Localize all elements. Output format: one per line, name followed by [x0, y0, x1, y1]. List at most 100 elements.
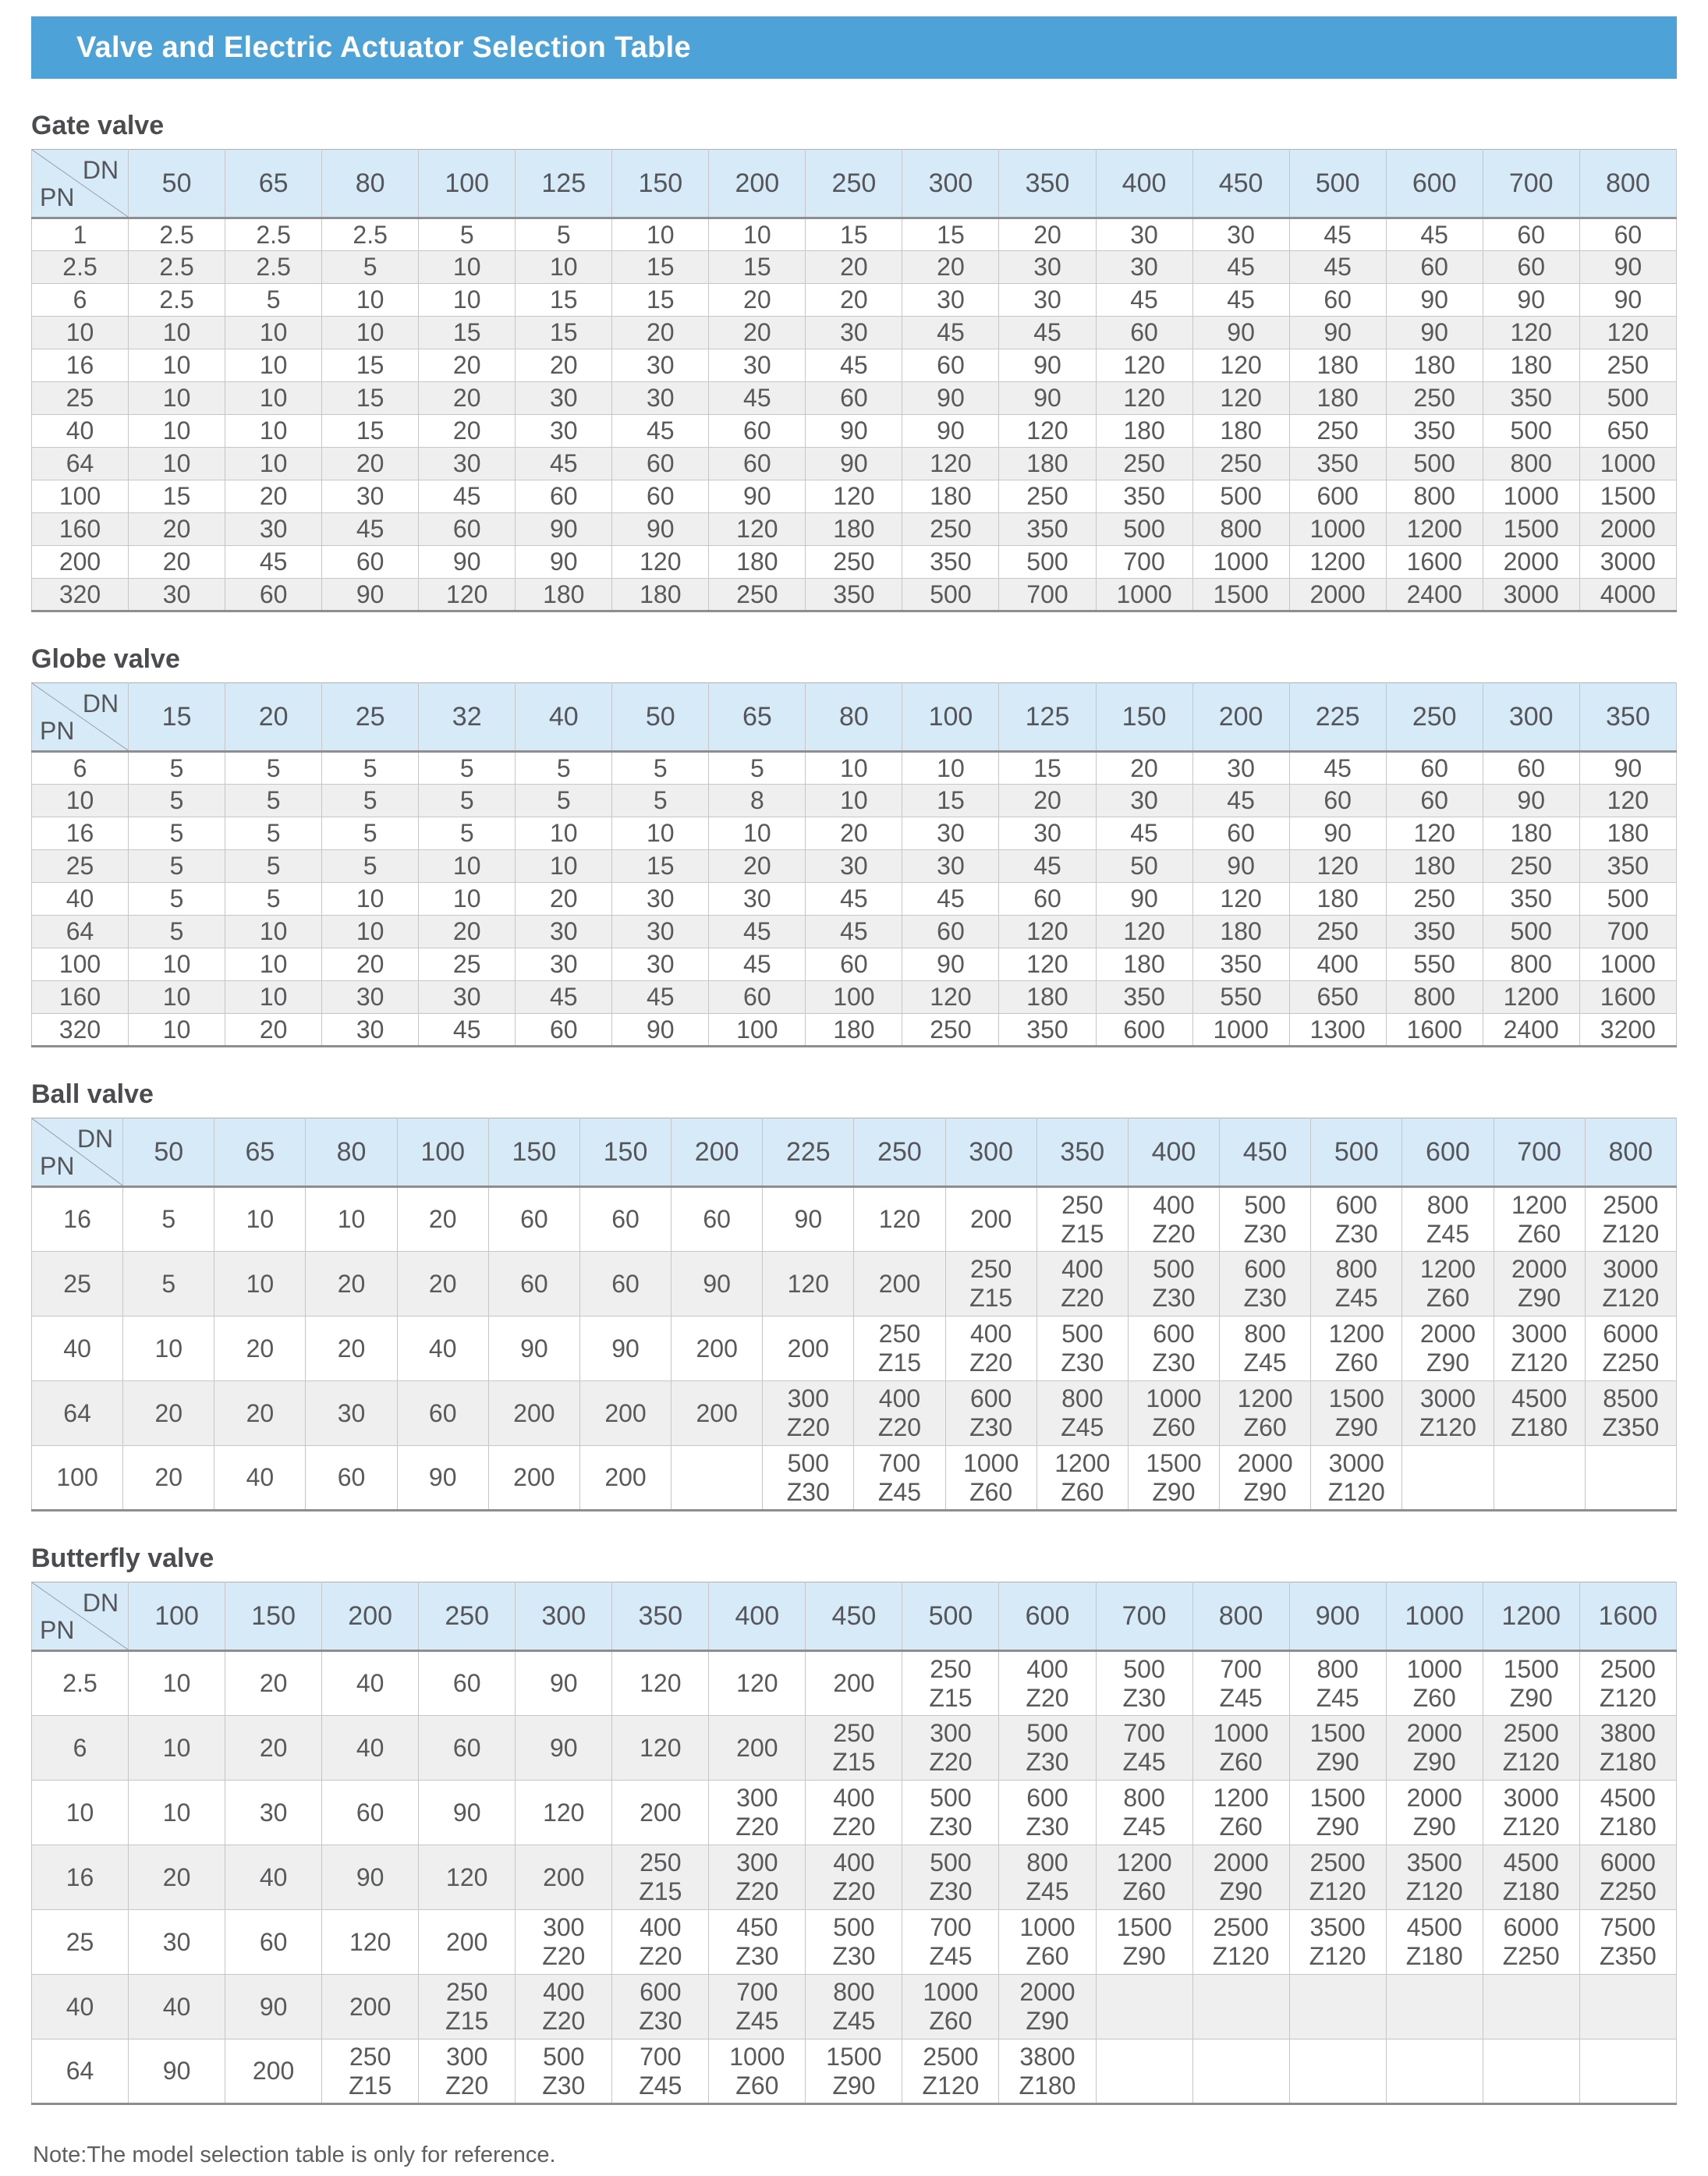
value-cell: 350 — [1579, 849, 1678, 883]
value-cell: 60 — [225, 578, 323, 611]
actuator-model: Z45 — [929, 1942, 973, 1970]
value-cell: 1200 Z60 — [1095, 1845, 1193, 1910]
dn-header-cell: 450 — [1219, 1118, 1312, 1188]
dn-header-cell: 200 — [708, 149, 806, 219]
value-cell: 2000 Z90 — [1385, 1780, 1483, 1845]
value-cell: 250 Z15 — [853, 1316, 946, 1381]
torque-value: 4500 — [1406, 1913, 1462, 1941]
value-cell — [1095, 1974, 1193, 2040]
value-cell: 300 Z20 — [708, 1845, 806, 1910]
torque-value: 400 — [640, 1913, 682, 1941]
dn-header-cell: 450 — [1192, 149, 1290, 219]
value-cell: 500 Z30 — [1095, 1650, 1193, 1716]
table-row: 64 90 200 250 Z15 300 Z20 500 Z30 700 Z45 1000 Z60 15… — [30, 2039, 1678, 2104]
value-cell: 5 — [321, 250, 420, 284]
actuator-model: Z60 — [1219, 1813, 1263, 1841]
table-row: 100 10 10 20 25 30 30 45 60 90 120 180 350 400 550 800 1… — [30, 948, 1678, 981]
value-cell: 1500 — [1579, 480, 1678, 513]
value-cell: 5 — [611, 751, 710, 785]
dn-header-cell: 700 — [1493, 1118, 1586, 1188]
value-cell: 500 — [1482, 915, 1580, 948]
actuator-model: Z20 — [1061, 1284, 1104, 1312]
value-cell: 800 — [1385, 480, 1483, 513]
value-cell: 30 — [805, 316, 903, 349]
value-cell: 10 — [128, 1013, 226, 1047]
value-cell: 90 — [1288, 316, 1387, 349]
header-row: DN PN 50 65 80 100 150 150 200 225 250 300 350 400 450… — [30, 1118, 1678, 1188]
value-cell: 800 Z45 — [1095, 1780, 1193, 1845]
dn-header-cell: 800 — [1584, 1118, 1678, 1188]
corner-dn-label: DN — [82, 1589, 119, 1617]
actuator-model: Z20 — [832, 1813, 876, 1841]
value-cell: 300 Z20 — [708, 1780, 806, 1845]
value-cell: 180 — [998, 447, 1097, 480]
value-cell: 3500 Z120 — [1288, 1909, 1387, 1975]
actuator-model: Z120 — [1511, 1348, 1568, 1377]
actuator-model: Z30 — [929, 1813, 973, 1841]
value-cell: 15 — [418, 316, 516, 349]
value-cell: 20 — [122, 1445, 215, 1511]
torque-value: 500 — [543, 2042, 585, 2071]
dn-header-cell: 800 — [1579, 149, 1678, 219]
value-cell: 30 — [418, 447, 516, 480]
value-cell: 1300 — [1288, 1013, 1387, 1047]
actuator-model: Z180 — [1405, 1942, 1463, 1970]
value-cell: 100 — [805, 980, 903, 1014]
value-cell: 350 — [1192, 948, 1290, 981]
value-cell: 20 — [418, 414, 516, 448]
value-cell: 800 Z45 — [805, 1974, 903, 2040]
value-cell: 30 — [515, 414, 613, 448]
value-cell: 2000 Z90 — [1493, 1251, 1586, 1317]
value-cell: 250 Z15 — [418, 1974, 516, 2040]
value-cell: 2000 Z90 — [1219, 1445, 1312, 1511]
value-cell: 20 — [305, 1251, 398, 1317]
value-cell: 10 — [611, 218, 710, 251]
dn-header-cell: 150 — [579, 1118, 672, 1188]
torque-value: 250 — [1061, 1190, 1104, 1219]
value-cell: 5 — [418, 218, 516, 251]
pn-cell: 16 — [30, 1845, 129, 1910]
value-cell — [1192, 2039, 1290, 2104]
value-cell: 90 — [418, 545, 516, 579]
value-cell: 180 — [1385, 849, 1483, 883]
value-cell: 20 — [805, 283, 903, 317]
value-cell: 400 Z20 — [805, 1780, 903, 1845]
value-cell: 2.5 — [321, 218, 420, 251]
value-cell: 700 Z45 — [708, 1974, 806, 2040]
value-cell: 2400 — [1482, 1013, 1580, 1047]
value-cell: 90 — [762, 1186, 855, 1252]
value-cell: 180 — [1482, 349, 1580, 382]
value-cell: 3000 Z120 — [1401, 1380, 1494, 1446]
actuator-model: Z45 — [1026, 1877, 1069, 1905]
value-cell: 700 — [1579, 915, 1678, 948]
value-cell: 350 — [1385, 414, 1483, 448]
value-cell: 10 — [611, 817, 710, 850]
value-cell: 90 — [396, 1445, 489, 1511]
torque-value: 700 — [930, 1913, 972, 1941]
value-cell: 350 — [805, 578, 903, 611]
diagonal-line — [32, 150, 128, 217]
actuator-model: Z20 — [969, 1348, 1013, 1377]
value-cell: 800 — [1482, 447, 1580, 480]
pn-cell: 64 — [30, 447, 129, 480]
section-heading: Butterfly valve — [31, 1543, 214, 1573]
corner-pn-label: PN — [40, 1152, 75, 1180]
value-cell: 1200 Z60 — [1493, 1186, 1586, 1252]
value-cell: 45 — [611, 980, 710, 1014]
value-cell: 250 — [708, 578, 806, 611]
actuator-model: Z45 — [1122, 1813, 1166, 1841]
dn-header-cell: 125 — [998, 682, 1097, 753]
value-cell: 20 — [225, 1013, 323, 1047]
value-cell: 1000 — [1579, 948, 1678, 981]
value-cell: 500 — [902, 578, 1000, 611]
actuator-model: Z60 — [1219, 1748, 1263, 1776]
table-row: 160 20 30 45 60 90 90 120 180 250 350 500 800 1000 120… — [30, 512, 1678, 546]
value-cell: 1500 Z90 — [805, 2039, 903, 2104]
actuator-model: Z45 — [1243, 1348, 1287, 1377]
value-cell: 45 — [418, 1013, 516, 1047]
value-cell: 400 Z20 — [998, 1650, 1097, 1716]
value-cell: 180 — [805, 512, 903, 546]
actuator-model: Z250 — [1602, 1348, 1660, 1377]
value-cell: 45 — [611, 414, 710, 448]
table-row: 16 20 40 90 120 200 250 Z15 300 Z20 400 Z20 500 Z30 80… — [30, 1845, 1678, 1910]
